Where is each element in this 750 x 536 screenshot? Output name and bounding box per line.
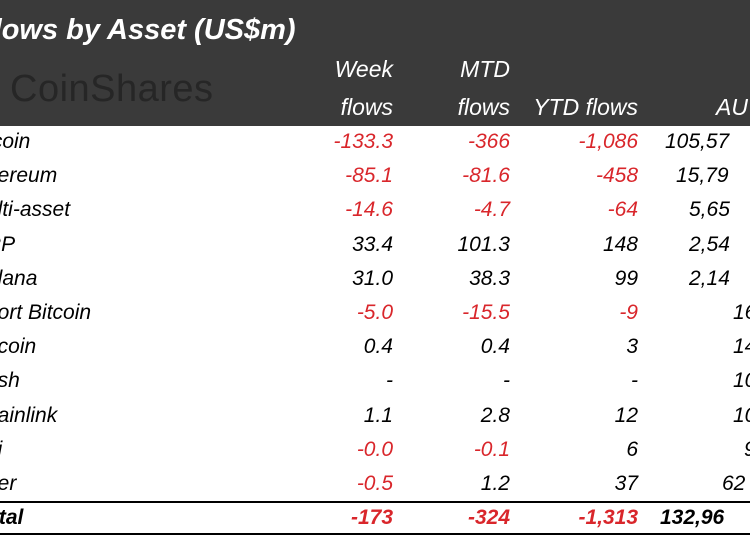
mtd-header-line1: MTD xyxy=(460,56,510,82)
week-flows-cell: -14.6 xyxy=(345,198,393,222)
mtd-flows-cell: 101.3 xyxy=(457,232,510,256)
ytd-flows-cell: 148 xyxy=(602,232,638,256)
mtd-flows-cell: -4.7 xyxy=(473,198,510,222)
week-header-line2: flows xyxy=(340,94,393,120)
asset-name: ulti-asset xyxy=(0,198,71,222)
aum-cell: 16 xyxy=(733,301,750,324)
asset-name: RP xyxy=(0,232,16,256)
asset-name: her xyxy=(0,472,17,495)
total-week-flows: -173 xyxy=(350,506,393,529)
week-flows-cell: 0.4 xyxy=(363,335,393,359)
ytd-flows-cell: -9 xyxy=(619,301,638,324)
table-title: flows by Asset (US$m) xyxy=(0,14,296,46)
mtd-flows-cell: 1.2 xyxy=(480,472,510,495)
table-row: hort Bitcoin -5.0 -15.5 -9 16 xyxy=(0,296,750,330)
total-row: otal -173 -324 -1,313 132,96 xyxy=(0,501,750,535)
total-aum: 132,96 xyxy=(660,506,725,529)
table-row: ash - - - 10 xyxy=(0,364,750,398)
bottom-divider xyxy=(0,533,750,535)
total-mtd-flows: -324 xyxy=(467,506,510,529)
ytd-flows-cell: 3 xyxy=(626,335,638,359)
asset-name: hort Bitcoin xyxy=(0,301,92,324)
total-divider xyxy=(0,501,750,503)
table-row: RP 33.4 101.3 148 2,54 xyxy=(0,228,750,262)
aum-cell: 62 xyxy=(722,472,746,495)
table-row: olana 31.0 38.3 99 2,14 xyxy=(0,262,750,296)
mtd-flows-cell: -81.6 xyxy=(462,164,510,188)
week-flows-cell: - xyxy=(386,369,393,393)
table-row: hainlink 1.1 2.8 12 10 xyxy=(0,399,750,433)
asset-name: ecoin xyxy=(0,335,37,359)
total-label: otal xyxy=(0,506,24,529)
aum-cell: 9 xyxy=(744,433,750,467)
table-row: ecoin 0.4 0.4 3 14 xyxy=(0,330,750,364)
ytd-header: YTD flows xyxy=(533,94,638,120)
aum-cell: 15,79 xyxy=(676,164,729,188)
table-row: ui -0.0 -0.1 6 9 xyxy=(0,433,750,467)
ytd-flows-cell: 37 xyxy=(614,472,638,495)
ytd-flows-cell: -458 xyxy=(595,164,638,188)
asset-name: ash xyxy=(0,369,20,393)
asset-name: hainlink xyxy=(0,403,58,427)
mtd-flows-cell: 38.3 xyxy=(469,266,510,290)
ytd-flows-cell: -64 xyxy=(607,198,638,222)
aum-cell: 14 xyxy=(733,335,750,359)
week-flows-cell: 33.4 xyxy=(352,232,393,256)
week-flows-cell: -0.5 xyxy=(356,472,393,495)
ytd-flows-cell: -1,086 xyxy=(578,130,638,153)
aum-cell: 10 xyxy=(733,403,750,427)
week-flows-cell: -133.3 xyxy=(333,130,393,153)
header-divider xyxy=(0,124,750,126)
ytd-flows-cell: 12 xyxy=(614,403,638,427)
aum-cell: 105,57 xyxy=(665,130,730,153)
ytd-flows-cell: - xyxy=(631,369,638,393)
week-header-line1: Week xyxy=(334,56,393,82)
mtd-flows-cell: -366 xyxy=(467,130,510,153)
table-row: tcoin -133.3 -366 -1,086 105,57 xyxy=(0,125,750,159)
week-flows-cell: 31.0 xyxy=(352,266,393,290)
table-row: ulti-asset -14.6 -4.7 -64 5,65 xyxy=(0,193,750,227)
asset-name: olana xyxy=(0,266,38,290)
table-header: flows by Asset (US$m) CoinShares Week fl… xyxy=(0,0,750,124)
week-flows-cell: -5.0 xyxy=(356,301,393,324)
total-ytd-flows: -1,313 xyxy=(578,506,638,529)
aum-cell: 2,14 xyxy=(689,266,730,290)
ytd-flows-cell: 6 xyxy=(626,437,638,461)
ytd-flows-cell: 99 xyxy=(614,266,638,290)
aum-cell: 2,54 xyxy=(689,232,730,256)
aum-cell: 10 xyxy=(733,369,750,393)
mtd-header-line2: flows xyxy=(457,94,510,120)
week-flows-cell: 1.1 xyxy=(363,403,393,427)
aum-cell: 5,65 xyxy=(689,198,730,222)
aum-header: AU xyxy=(716,94,748,120)
coinshares-logo: CoinShares xyxy=(10,68,214,110)
week-flows-cell: -0.0 xyxy=(356,437,393,461)
asset-name: tcoin xyxy=(0,130,31,153)
mtd-flows-cell: -15.5 xyxy=(462,301,510,324)
table-row: hereum -85.1 -81.6 -458 15,79 xyxy=(0,159,750,193)
mtd-flows-cell: -0.1 xyxy=(473,437,510,461)
mtd-flows-cell: 2.8 xyxy=(480,403,510,427)
mtd-flows-cell: - xyxy=(503,369,510,393)
asset-name: hereum xyxy=(0,164,58,188)
asset-name: ui xyxy=(0,433,2,467)
table-row: her -0.5 1.2 37 62 xyxy=(0,467,750,501)
week-flows-cell: -85.1 xyxy=(345,164,393,188)
mtd-flows-cell: 0.4 xyxy=(480,335,510,359)
